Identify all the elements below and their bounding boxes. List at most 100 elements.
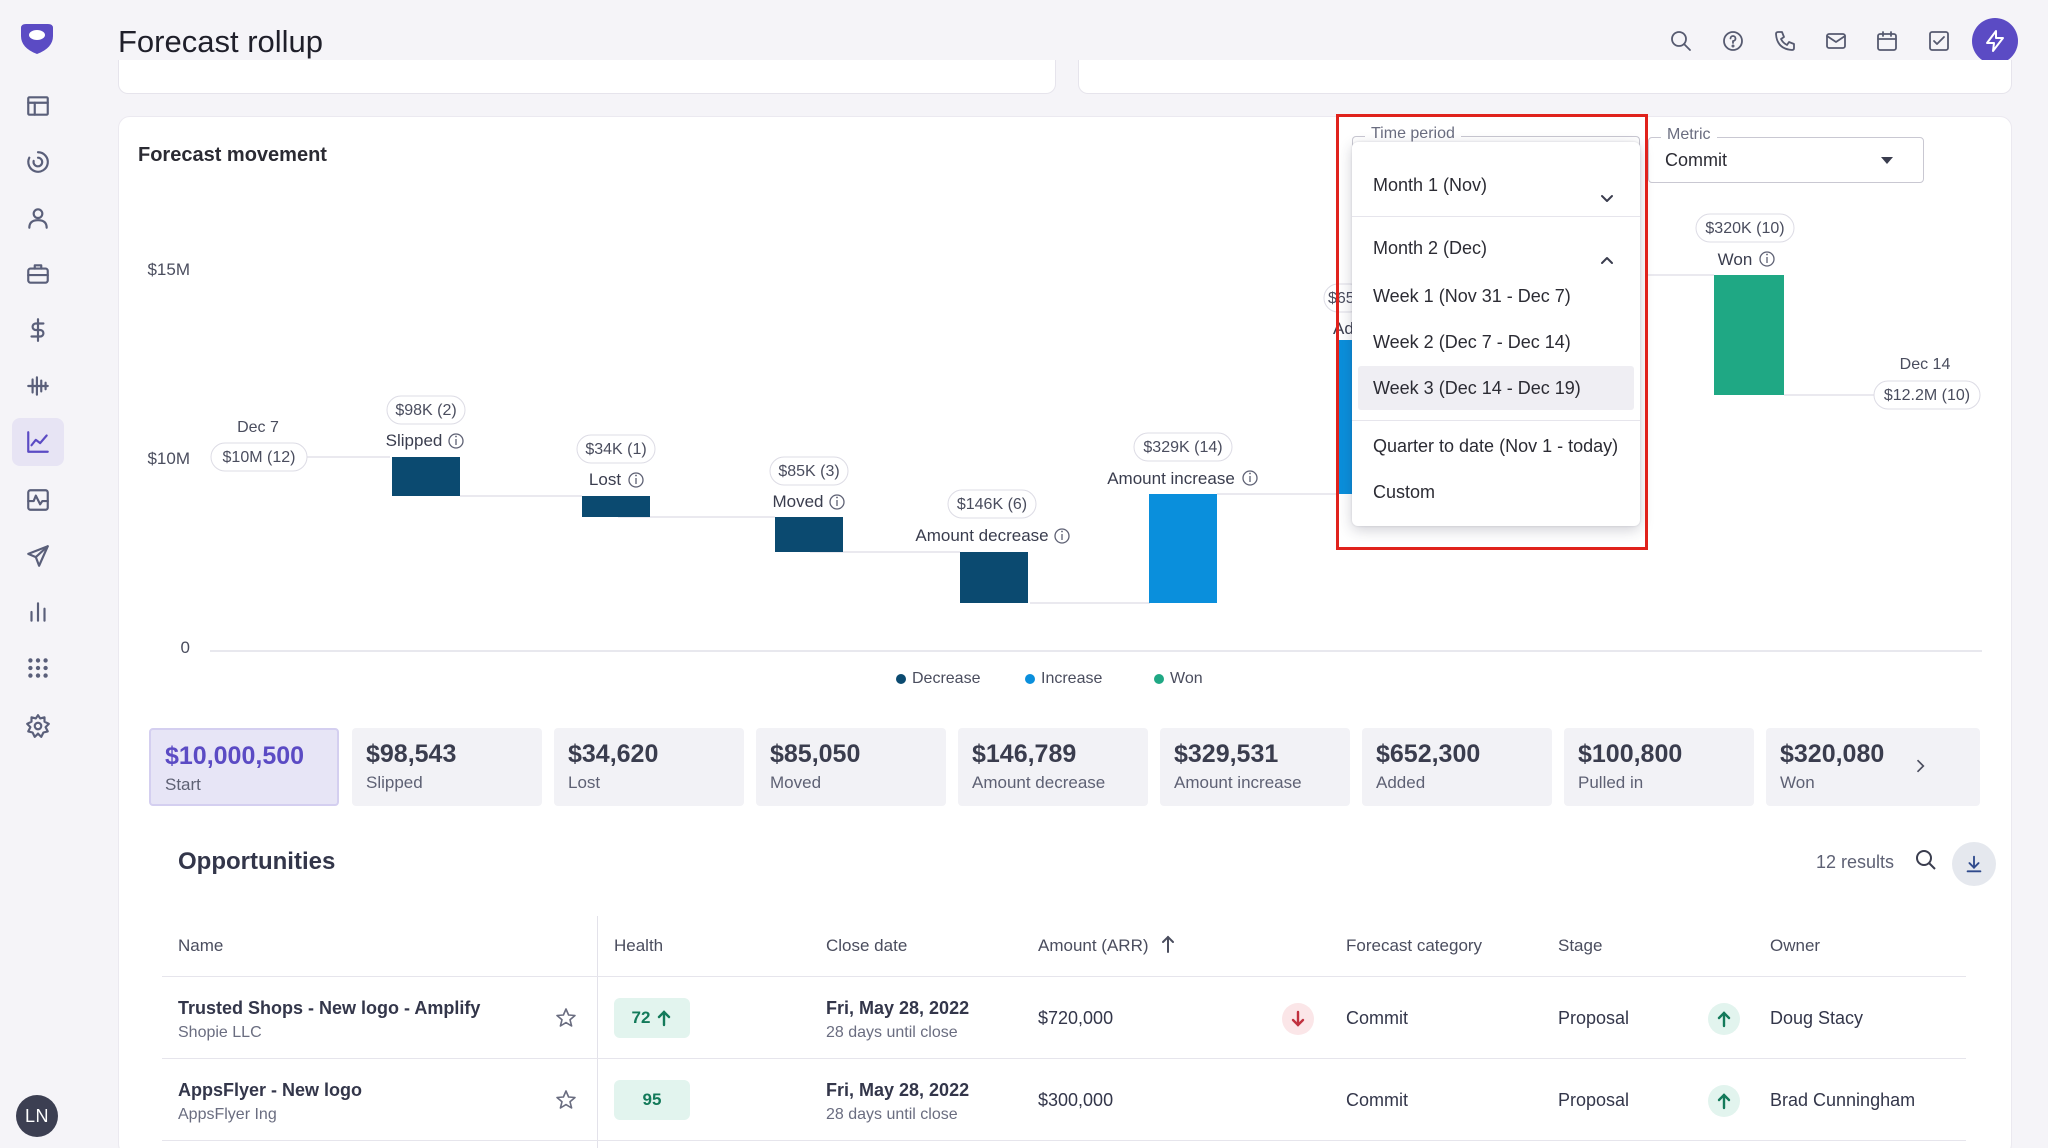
tasks-icon[interactable] [1924,26,1954,56]
mail-icon[interactable] [1821,26,1851,56]
close-date: Fri, May 28, 2022 [826,998,970,1018]
page-title: Forecast rollup [118,24,324,59]
tile-pulled-in[interactable]: $100,800 Pulled in [1564,728,1754,806]
menu-item-week-3[interactable]: Week 3 (Dec 14 - Dec 19) [1358,366,1634,410]
metric-select[interactable]: Metric Commit [1648,126,1924,183]
summary-card-right [1078,60,2012,94]
start-value-label: $10M (12) [223,449,296,466]
person-icon[interactable] [22,202,54,234]
bar-moved[interactable] [775,517,843,552]
trend-chart-icon[interactable] [12,418,64,466]
waveform-icon[interactable] [22,370,54,402]
bar-category-label: Moved [772,492,823,511]
row-divider [162,1140,1966,1141]
menu-item-week-1[interactable]: Week 1 (Nov 31 - Dec 7) [1373,286,1571,306]
column-header-health[interactable]: Health [614,936,664,955]
chevron-up-icon [1600,240,1616,264]
bar-value-label: $98K (2) [395,402,456,419]
column-header-amount[interactable]: Amount (ARR) [1038,936,1149,955]
bolt-icon[interactable] [1972,18,2018,64]
download-icon[interactable] [1952,842,1996,886]
tile-start[interactable]: $10,000,500 Start [149,728,339,806]
chevron-down-icon [1600,177,1616,202]
opportunity-name[interactable]: AppsFlyer - New logo [178,1080,363,1100]
legend-decrease[interactable]: Decrease [896,670,980,688]
star-icon[interactable] [554,1088,580,1114]
bar-value-label: $146K (6) [957,496,1027,513]
menu-item-month-2[interactable]: Month 2 (Dec) [1352,226,1640,270]
y-tick-label: $10M [147,449,190,468]
tile-slipped[interactable]: $98,543 Slipped [352,728,542,806]
info-icon[interactable] [628,472,644,488]
menu-item-month-1[interactable]: Month 1 (Nov) [1352,163,1640,207]
owner[interactable]: Brad Cunningham [1770,1090,1916,1110]
arrow-down-icon [1282,1003,1314,1035]
dollar-icon[interactable] [22,314,54,346]
phone-icon[interactable] [1770,26,1800,56]
star-icon[interactable] [554,1006,580,1032]
gear-icon[interactable] [22,710,54,742]
menu-item-week-2[interactable]: Week 2 (Dec 7 - Dec 14) [1373,332,1571,352]
calendar-icon[interactable] [1872,26,1902,56]
value-chip [1695,213,1795,243]
row-divider [162,976,1966,977]
menu-item-custom[interactable]: Custom [1373,482,1436,502]
tile-added[interactable]: $652,300 Added [1362,728,1552,806]
info-icon[interactable] [448,433,464,449]
bar-value-label: $329K (14) [1143,439,1222,456]
avatar[interactable]: LN [16,1095,58,1137]
forecast-category: Commit [1346,1008,1408,1028]
time-period-label: Time period [1365,125,1461,143]
health-score: 95 [614,1080,690,1120]
y-tick-label: $15M [147,260,190,279]
legend-won[interactable]: Won [1154,670,1203,688]
summary-card-left [118,60,1056,94]
column-header-forecast-category[interactable]: Forecast category [1346,936,1483,955]
column-header-name[interactable]: Name [178,936,224,955]
bar-slipped[interactable] [392,457,460,496]
tile-amount-increase[interactable]: $329,531 Amount increase [1160,728,1350,806]
info-icon[interactable] [1759,251,1775,267]
bar-lost[interactable] [582,496,650,517]
bar-category-label: Won [1718,250,1753,269]
spinner-icon[interactable] [22,146,54,178]
bar-category-label: Amount increase [1107,469,1235,488]
tile-moved[interactable]: $85,050 Moved [756,728,946,806]
bar-added[interactable] [1336,340,1352,494]
info-icon[interactable] [1054,528,1070,544]
search-icon[interactable] [1666,26,1696,56]
value-chip [769,456,849,486]
send-icon[interactable] [22,540,54,572]
info-icon[interactable] [1242,470,1258,486]
results-count: 12 results [1816,852,1895,872]
tile-lost[interactable]: $34,620 Lost [554,728,744,806]
apps-grid-icon[interactable] [22,652,54,684]
table-icon[interactable] [22,90,54,122]
tile-won[interactable]: $320,080 Won [1766,728,1980,806]
bar-amount-decrease[interactable] [960,552,1028,603]
sort-ascending-icon[interactable] [1160,934,1178,956]
app-logo[interactable] [18,22,56,56]
briefcase-icon[interactable] [22,258,54,290]
column-header-close-date[interactable]: Close date [826,936,908,955]
tile-amount-decrease[interactable]: $146,789 Amount decrease [958,728,1148,806]
bar-category-label: Lost [589,470,621,489]
help-icon[interactable] [1718,26,1748,56]
column-header-stage[interactable]: Stage [1558,936,1603,955]
owner[interactable]: Doug Stacy [1770,1008,1864,1028]
activity-icon[interactable] [22,484,54,516]
opportunity-name[interactable]: Trusted Shops - New logo - Amplify [178,998,481,1018]
info-icon[interactable] [829,494,845,510]
bar-won[interactable] [1714,275,1784,395]
arrow-up-icon [1708,1085,1740,1117]
search-icon[interactable] [1914,848,1942,876]
chart-legend: Decrease Increase Won [0,670,2048,690]
chevron-right-icon[interactable] [1910,756,1934,780]
bar-amount-increase[interactable] [1149,494,1217,603]
legend-increase[interactable]: Increase [1025,670,1102,688]
stage: Proposal [1558,1008,1630,1028]
menu-item-quarter-to-date[interactable]: Quarter to date (Nov 1 - today) [1373,436,1619,456]
bar-chart-icon[interactable] [22,596,54,628]
column-header-owner[interactable]: Owner [1770,936,1821,955]
bar-value-label: $65 [1328,290,1355,307]
